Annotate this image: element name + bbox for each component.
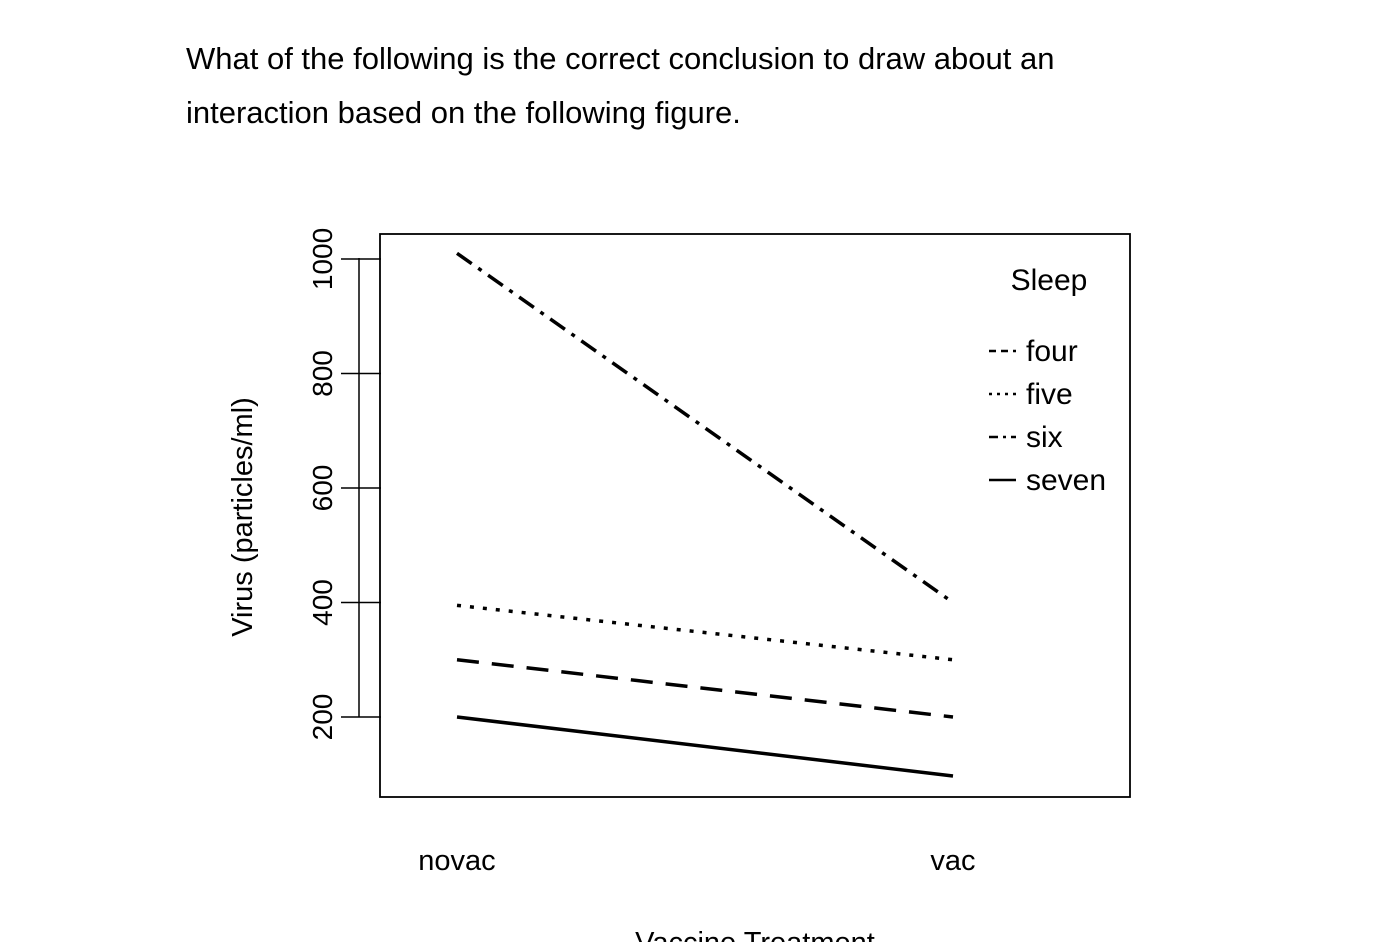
legend: Sleep four five six seven xyxy=(989,264,1106,497)
series-line-four xyxy=(456,658,954,719)
y-tick-label: 600 xyxy=(307,465,338,512)
legend-label-four: four xyxy=(1026,335,1078,368)
x-axis: Vaccine Treatment novac vac xyxy=(418,845,975,942)
question-text: What of the following is the correct con… xyxy=(186,41,1055,130)
series-line-six xyxy=(455,251,955,604)
y-axis-label: Virus (particles/ml) xyxy=(227,397,259,637)
x-tick-label: novac xyxy=(418,845,495,877)
series-line-seven xyxy=(456,715,954,778)
y-tick-label: 200 xyxy=(307,694,338,741)
x-tick-label: vac xyxy=(930,845,975,877)
legend-title: Sleep xyxy=(1011,264,1088,297)
legend-label-seven: seven xyxy=(1026,464,1106,497)
y-tick-label: 400 xyxy=(307,579,338,626)
y-tick-label: 1000 xyxy=(307,228,338,290)
plot-frame xyxy=(379,233,1131,798)
legend-label-six: six xyxy=(1026,421,1063,454)
y-tick-label: 800 xyxy=(307,350,338,397)
y-axis: Virus (particles/ml) 200 400 600 800 1000 xyxy=(227,228,381,741)
series-line-five xyxy=(456,603,954,662)
legend-label-five: five xyxy=(1026,378,1073,411)
series-layer xyxy=(455,251,955,778)
x-axis-label: Vaccine Treatment xyxy=(635,927,875,942)
